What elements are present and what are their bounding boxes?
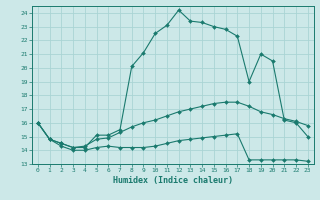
- X-axis label: Humidex (Indice chaleur): Humidex (Indice chaleur): [113, 176, 233, 185]
